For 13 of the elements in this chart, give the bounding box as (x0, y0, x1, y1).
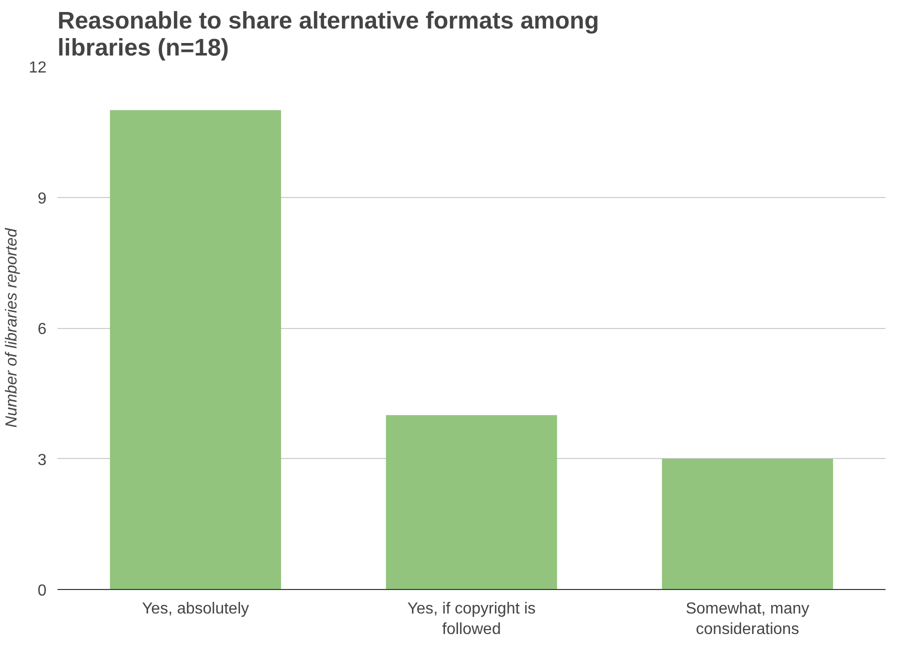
y-tick-label: 12 (28, 60, 47, 76)
bar (110, 110, 282, 590)
chart-title: Reasonable to share alternative formats among libraries (n=18) (58, 8, 599, 62)
x-tick-label: Yes, if copyright is followed (407, 600, 536, 638)
y-tick-label: 6 (38, 321, 47, 338)
y-tick-label: 3 (38, 452, 47, 469)
y-tick-label: 9 (38, 190, 47, 208)
x-tick-label: Yes, absolutely (142, 600, 250, 618)
y-tick-label: 0 (38, 582, 47, 600)
bar (662, 458, 834, 590)
y-axis-title: Number of libraries reported (4, 227, 21, 428)
bar (386, 415, 558, 590)
x-tick-label: Somewhat, many considerations (686, 600, 810, 638)
